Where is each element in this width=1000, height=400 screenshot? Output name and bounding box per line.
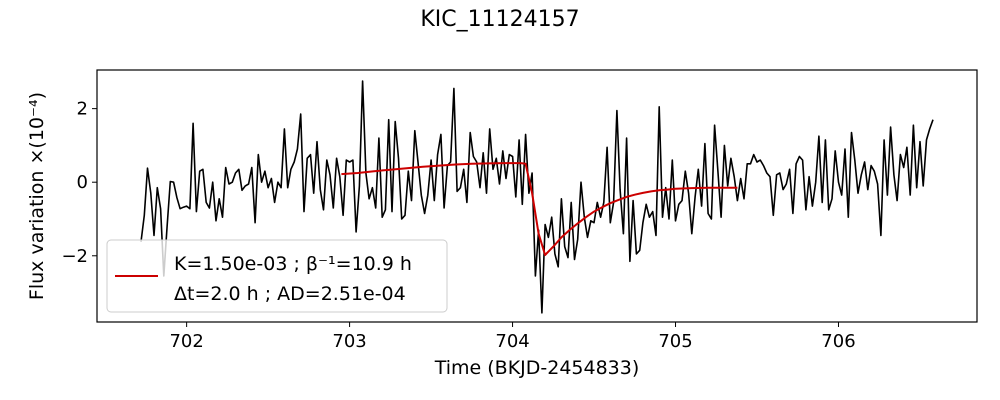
x-ticks: 702 703 704 705 706 xyxy=(169,322,856,352)
x-tick-label: 703 xyxy=(332,331,366,352)
legend-label-line2: Δt=2.0 h ; AD=2.51e-04 xyxy=(174,283,406,305)
plot-frame xyxy=(96,69,978,323)
y-tick-label: 2 xyxy=(77,99,88,120)
series-layer xyxy=(140,80,934,314)
chart-title: KIC_11124157 xyxy=(420,7,579,32)
x-tick-label: 702 xyxy=(169,331,203,352)
y-tick-label: 0 xyxy=(77,172,88,193)
x-tick-label: 706 xyxy=(821,331,855,352)
x-tick-label: 704 xyxy=(495,331,529,352)
flux-data-line xyxy=(140,80,934,314)
x-tick-label: 705 xyxy=(658,331,692,352)
y-ticks: −2 0 2 xyxy=(61,99,97,267)
y-axis-label: Flux variation ×(10⁻⁴) xyxy=(26,92,48,300)
y-tick-label: −2 xyxy=(61,246,88,267)
x-axis-label: Time (BKJD-2454833) xyxy=(434,357,640,379)
legend: K=1.50e-03 ; β⁻¹=10.9 h Δt=2.0 h ; AD=2.… xyxy=(106,239,448,313)
legend-box xyxy=(106,239,448,313)
legend-label-line1: K=1.50e-03 ; β⁻¹=10.9 h xyxy=(174,253,412,275)
model-fit-line xyxy=(341,162,738,256)
